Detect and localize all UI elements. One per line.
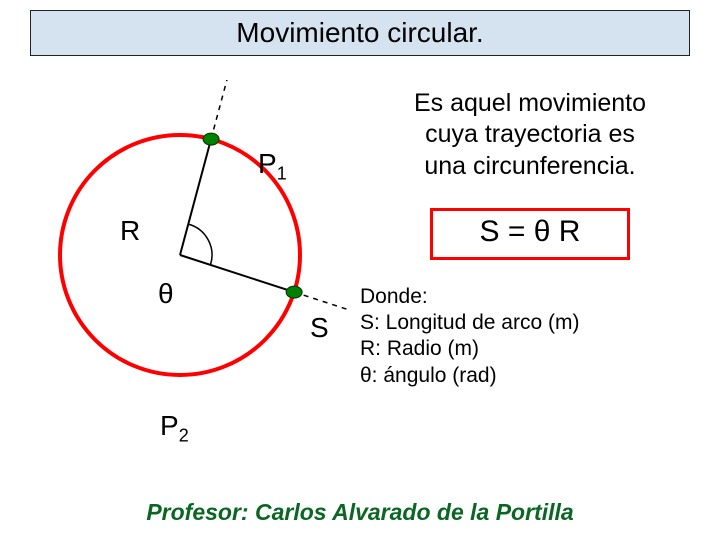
label-p1: P1 [258, 148, 287, 185]
label-r: R [120, 215, 140, 247]
diagram-svg [20, 80, 350, 460]
page-title: Movimiento circular. [30, 10, 690, 56]
formula-text: S = θ R [480, 215, 581, 249]
circle-diagram: P1 P2 R θ S [20, 80, 350, 460]
label-theta: θ [158, 278, 174, 310]
label-s: S [310, 312, 329, 344]
formula-box: S = θ R [430, 208, 630, 260]
footer-credit: Profesor: Carlos Alvarado de la Portilla [0, 499, 720, 526]
label-p2: P2 [160, 410, 189, 447]
right-column: Es aquel movimientocuya trayectoria esun… [360, 80, 700, 389]
definition-text: Es aquel movimientocuya trayectoria esun… [360, 88, 700, 182]
title-text: Movimiento circular. [236, 17, 483, 49]
footer-text: Profesor: Carlos Alvarado de la Portilla [146, 499, 573, 525]
where-block: Donde:S: Longitud de arco (m)R: Radio (m… [360, 284, 700, 389]
